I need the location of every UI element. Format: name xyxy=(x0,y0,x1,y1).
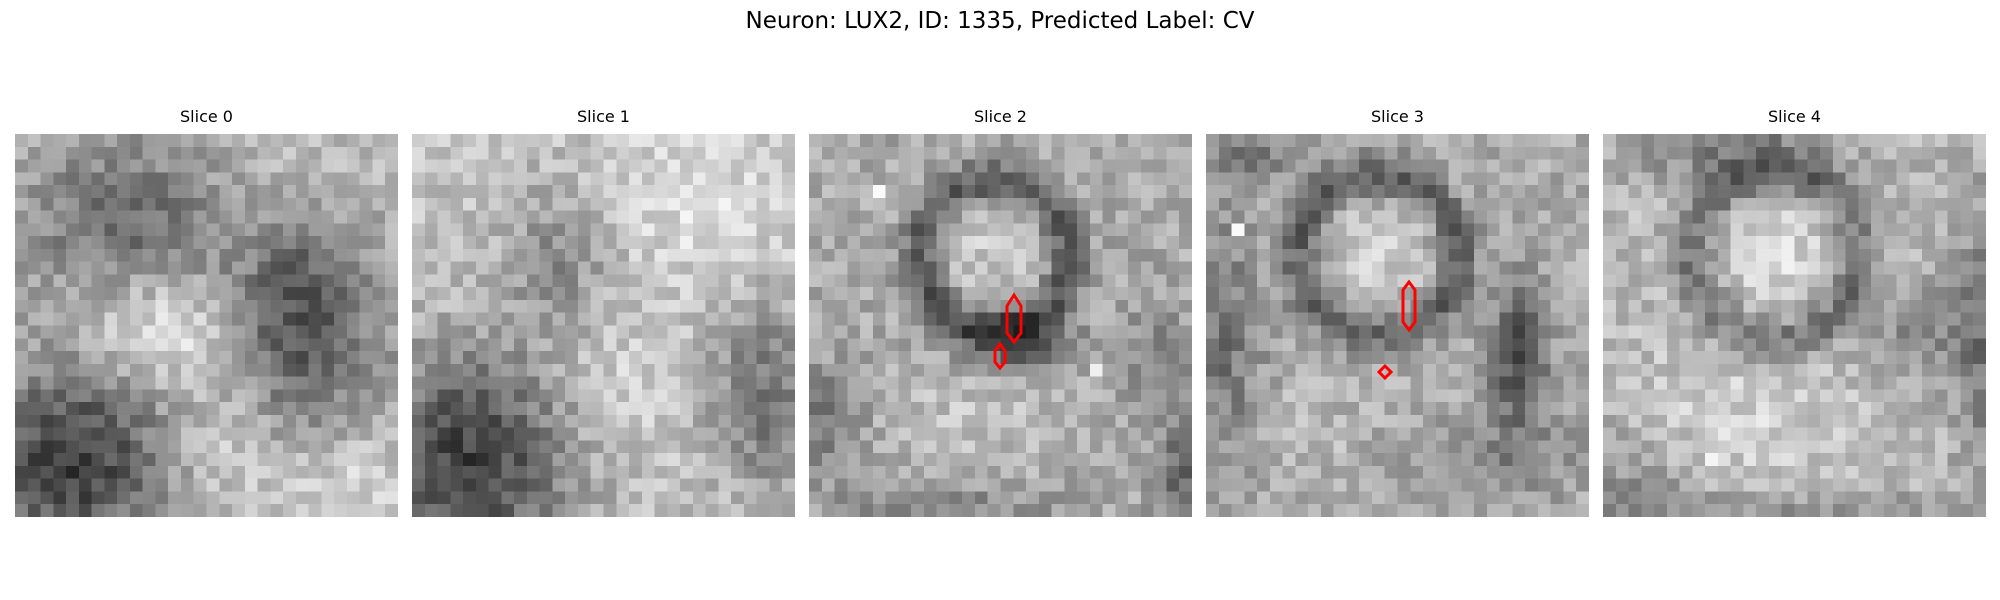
slice-panel-1: Slice 1 xyxy=(412,134,795,517)
contour-red-2b xyxy=(995,344,1005,368)
slice-panel-2: Slice 2 xyxy=(809,134,1192,517)
slice-panel-3: Slice 3 xyxy=(1206,134,1589,517)
slice-image-1 xyxy=(412,134,795,517)
slice-image-0 xyxy=(15,134,398,517)
slice-title-3: Slice 3 xyxy=(1166,107,1629,126)
figure-title: Neuron: LUX2, ID: 1335, Predicted Label:… xyxy=(0,8,2000,34)
contour-overlay-3 xyxy=(1206,134,1589,517)
slice-title-4: Slice 4 xyxy=(1563,107,2000,126)
slice-panel-4: Slice 4 xyxy=(1603,134,1986,517)
contour-overlay-2 xyxy=(809,134,1192,517)
slice-title-2: Slice 2 xyxy=(769,107,1232,126)
contour-red-2a xyxy=(1007,295,1021,342)
contour-red-3a xyxy=(1403,282,1415,330)
slice-image-4 xyxy=(1603,134,1986,517)
slice-panel-0: Slice 0 xyxy=(15,134,398,517)
slice-title-1: Slice 1 xyxy=(372,107,835,126)
contour-red-3b xyxy=(1379,366,1391,378)
